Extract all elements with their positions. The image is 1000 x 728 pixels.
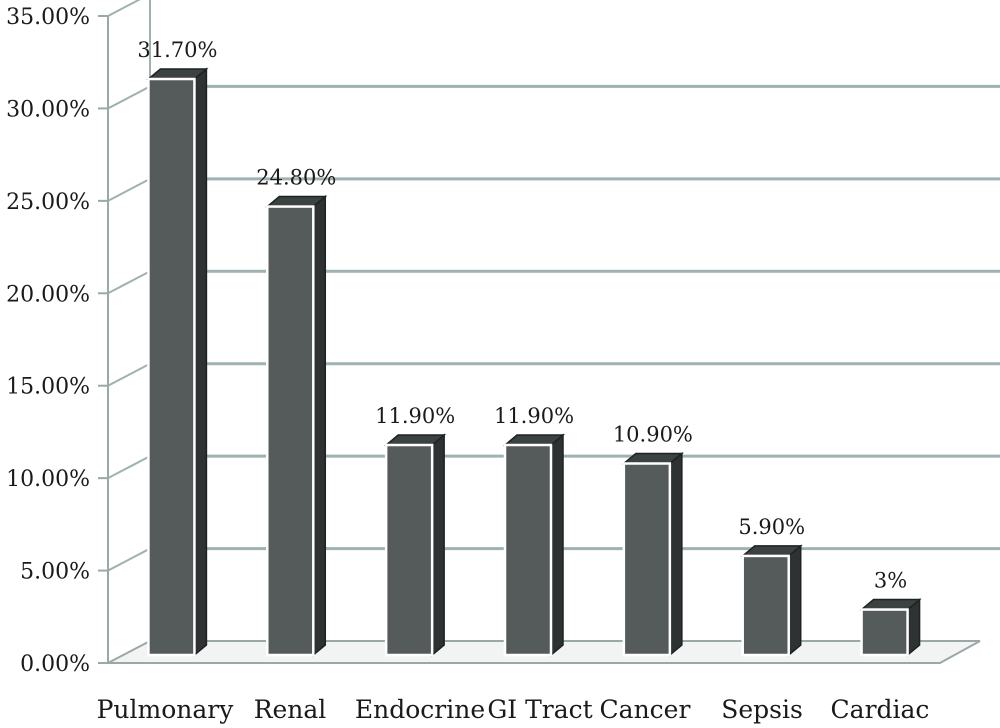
bar: [622, 462, 672, 657]
x-category-label: Cancer: [600, 695, 691, 724]
data-label: 31.70%: [137, 38, 217, 62]
bar-side: [431, 433, 445, 657]
gridline-diagonal: [107, 547, 151, 572]
y-tick-label: 0.00%: [20, 652, 90, 677]
bar: [503, 443, 553, 657]
data-labels: 31.70% 24.80% 11.90% 11.90% 10.90% 5.90% 3%: [137, 38, 907, 593]
data-label: 5.90%: [738, 515, 805, 539]
bar-side: [787, 544, 802, 657]
y-tick-label: 25.00%: [6, 190, 90, 215]
data-label: 3%: [874, 569, 907, 593]
x-category-label: Renal: [254, 695, 327, 724]
gridline-diagonal: [107, 177, 151, 202]
y-tick-label: 35.00%: [6, 5, 90, 30]
data-label: 24.80%: [256, 166, 336, 190]
bars: [146, 67, 922, 657]
data-label: 11.90%: [375, 404, 455, 428]
bar: [860, 608, 909, 657]
gridline-diagonal: [107, 362, 151, 387]
bar-side: [550, 433, 564, 657]
bar: [741, 554, 790, 657]
category-labels: Pulmonary Renal Endocrine GI Tract Cancer Sep…: [97, 695, 930, 724]
bar: [266, 205, 315, 657]
gridline-diagonal: [107, 455, 151, 480]
data-label: 10.90%: [613, 423, 693, 447]
x-category-label: Sepsis: [721, 695, 803, 724]
gridline-diagonal: [107, 270, 151, 295]
y-tick-label: 15.00%: [6, 375, 90, 400]
y-tick-label: 30.00%: [6, 97, 90, 122]
y-tick-label: 5.00%: [20, 560, 90, 585]
y-tick-label: 10.00%: [6, 467, 90, 492]
gridline-diagonal: [107, 0, 141, 17]
x-category-label: GI Tract: [487, 695, 592, 724]
y-tick-label: 20.00%: [6, 282, 90, 307]
gridline-diagonal: [107, 85, 151, 110]
bar: [147, 77, 196, 657]
data-label: 11.90%: [494, 404, 574, 428]
bar-side: [193, 67, 208, 657]
x-category-label: Pulmonary: [97, 695, 235, 724]
bar-side: [312, 194, 327, 657]
bar-side: [669, 451, 683, 657]
bar: [384, 443, 434, 657]
y-axis-ticks: 0.00% 5.00% 10.00% 15.00% 20.00% 25.00% 30.00%…: [6, 5, 108, 677]
x-category-label: Endocrine: [355, 695, 485, 724]
x-category-label: Cardiac: [831, 695, 930, 724]
